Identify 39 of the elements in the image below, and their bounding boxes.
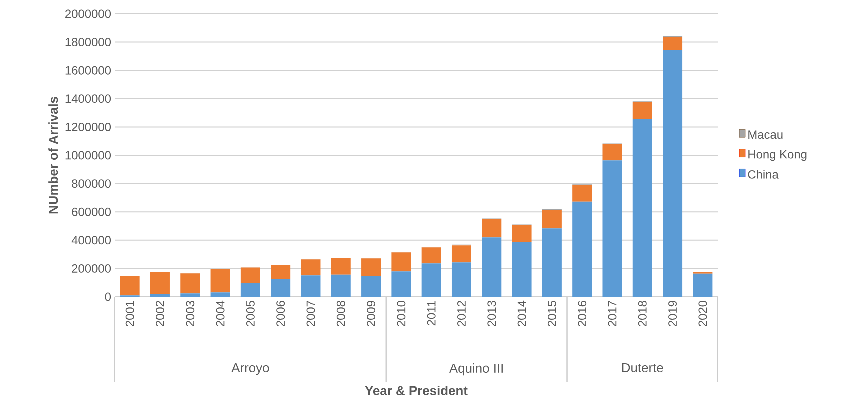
text: Duterte — [622, 364, 664, 373]
y-tick-label: 0 — [105, 292, 112, 302]
y-tick-label: 800000 — [72, 180, 112, 188]
x-tick-label: 2010 — [397, 300, 406, 327]
x-tick-label: 2019 — [668, 301, 678, 327]
x-tick-label: 2008 — [336, 301, 346, 327]
x-tick-label: 2009 — [367, 301, 376, 327]
y-tick-label: 1600000 — [66, 66, 112, 75]
y-tick-label: 2000000 — [66, 10, 112, 18]
x-tick-label: 2020 — [698, 300, 708, 327]
y-tick-label: 1000000 — [66, 151, 112, 160]
x-tick-label: 2017 — [608, 301, 617, 327]
x-tick-label: 2007 — [306, 301, 316, 327]
x-tick-label: 2004 — [216, 300, 225, 327]
y-tick-label: 200000 — [72, 264, 112, 273]
x-tick-label: 2016 — [578, 301, 587, 327]
x-tick-label: 2001 — [126, 301, 134, 327]
x-axis-title: Year & President — [365, 386, 468, 396]
x-tick-label: 2014 — [518, 300, 526, 327]
x-tick-label: 2013 — [488, 301, 496, 327]
x-tick-label: 2005 — [246, 301, 255, 327]
x-tick-label: 2015 — [548, 301, 556, 327]
x-tick-label: 2003 — [186, 301, 195, 327]
legend-label: Hong Kong — [748, 150, 807, 162]
x-tick-label: 2018 — [638, 301, 647, 327]
y-axis-title: NUmber of Arrivals — [48, 97, 58, 214]
y-tick-label: 1200000 — [66, 122, 112, 132]
legend-label: China — [748, 170, 779, 179]
text: Arroyo — [232, 364, 270, 376]
y-tick-label: 1800000 — [66, 38, 112, 47]
y-tick-label: 400000 — [72, 236, 112, 245]
x-tick-label: 2012 — [458, 301, 466, 327]
y-tick-label: 600000 — [72, 208, 112, 216]
text: Aquino III — [449, 364, 503, 376]
y-tick-label: 1400000 — [66, 94, 112, 104]
legend-label: Macau — [748, 130, 783, 140]
x-tick-label: 2011 — [427, 301, 436, 326]
x-tick-label: 2006 — [276, 301, 286, 327]
x-tick-label: 2002 — [156, 301, 164, 327]
